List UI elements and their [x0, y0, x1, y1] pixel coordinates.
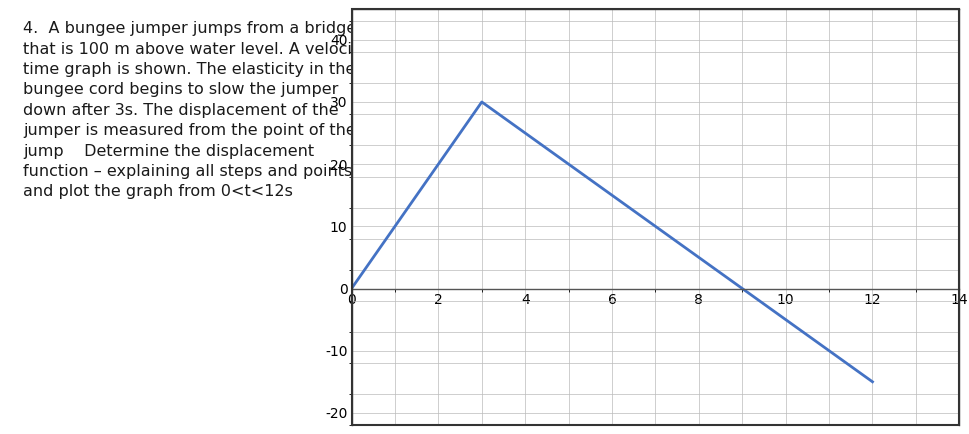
Bar: [352, 9, 959, 425]
Text: 4.  A bungee jumper jumps from a bridge
that is 100 m above water level. A veloc: 4. A bungee jumper jumps from a bridge t…: [23, 21, 373, 199]
